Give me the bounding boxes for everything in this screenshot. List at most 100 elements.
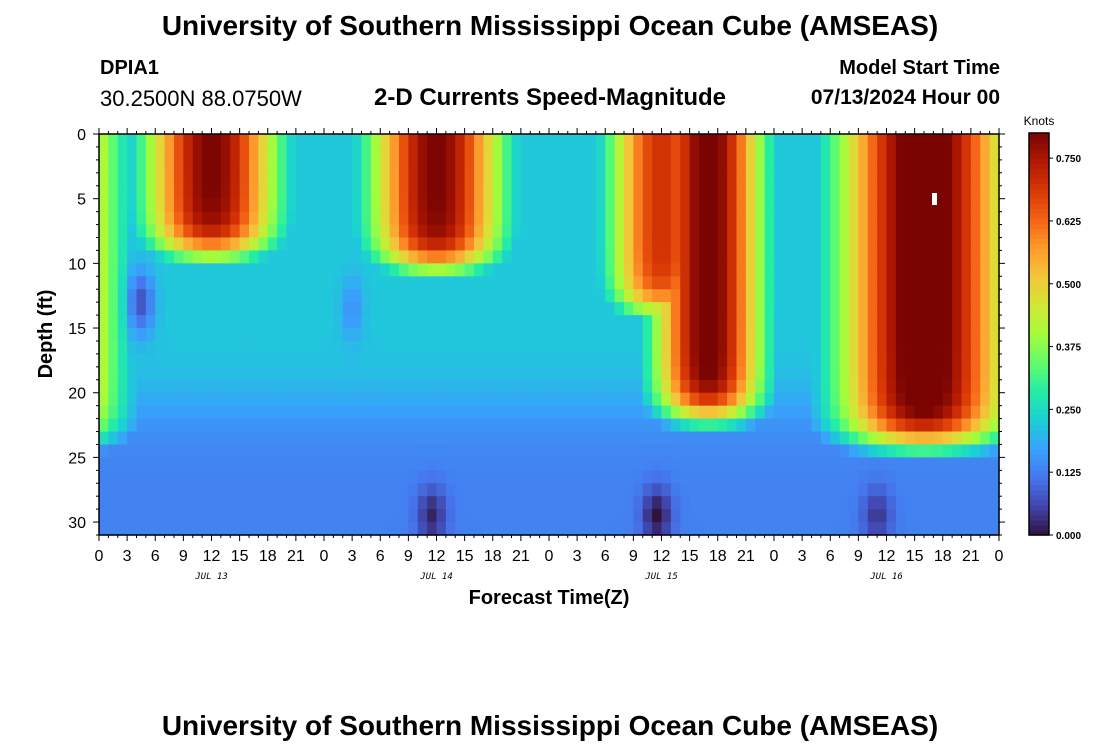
heatmap-cell [192,522,203,536]
heatmap-cell [455,146,466,161]
heatmap-cell [164,134,175,148]
heatmap-cell [249,457,259,471]
heatmap-cell [745,405,756,420]
colorbar-segment [1029,389,1049,395]
heatmap-cell [961,353,972,368]
heatmap-cell [455,289,466,303]
heatmap-cell [924,353,934,368]
heatmap-cell [117,392,128,407]
heatmap-cell [295,340,306,355]
heatmap-cell [389,315,400,329]
heatmap-cell [839,146,850,161]
heatmap-cell [689,328,700,342]
heatmap-cell [99,276,109,290]
heatmap-cell [183,470,194,484]
heatmap-cell [942,470,953,484]
heatmap-cell [192,159,203,174]
heatmap-cell [792,315,803,329]
heatmap-cell [427,224,438,239]
heatmap-cell [942,172,953,187]
heatmap-cell [952,159,963,174]
heatmap-cell [99,444,109,458]
heatmap-cell [464,483,475,497]
heatmap-cell [267,289,278,303]
heatmap-cell [520,470,531,484]
heatmap-cell [427,457,438,471]
heatmap-cell [717,276,728,290]
heatmap-cell [708,379,719,394]
heatmap-cell [858,457,869,471]
heatmap-cell [642,289,653,303]
heatmap-cell [474,522,484,536]
heatmap-cell [952,431,963,446]
heatmap-cell [314,159,325,174]
heatmap-cell [267,185,278,200]
x-tick-label: 0 [95,548,104,565]
heatmap-cell [370,405,381,420]
heatmap-cell [445,315,456,329]
heatmap-cell [839,418,850,433]
heatmap-cell [136,185,147,200]
heatmap-cell [436,457,447,471]
heatmap-cell [174,263,184,277]
heatmap-cell [633,134,644,148]
heatmap-cell [567,392,578,407]
heatmap-cell [858,431,869,446]
heatmap-cell [127,522,138,536]
heatmap-cell [595,146,606,161]
heatmap-cell [295,250,306,264]
heatmap-cell [980,483,991,497]
heatmap-cell [464,509,475,523]
heatmap-cell [952,134,963,148]
heatmap-cell [970,470,981,484]
heatmap-cell [342,250,353,264]
heatmap-cell [699,276,709,290]
heatmap-cell [670,470,681,484]
heatmap-cell [520,522,531,536]
heatmap-cell [249,496,259,510]
heatmap-cell [445,302,456,316]
heatmap-cell [661,146,672,161]
heatmap-cell [970,483,981,497]
heatmap-cell [239,470,250,484]
heatmap-cell [333,418,344,433]
heatmap-cell [980,496,991,510]
heatmap-cell [877,211,888,226]
heatmap-cell [286,263,297,277]
heatmap-cell [792,379,803,394]
heatmap-cell [539,353,550,368]
heatmap-cell [202,159,213,174]
heatmap-cell [389,483,400,497]
heatmap-cell [249,211,259,226]
heatmap-cell [699,198,709,213]
heatmap-cell [145,431,156,446]
heatmap-cell [577,328,588,342]
heatmap-cell [567,159,578,174]
heatmap-cell [117,302,128,316]
heatmap-cell [408,211,419,226]
heatmap-cell [427,146,438,161]
heatmap-cell [783,276,794,290]
heatmap-cell [436,340,447,355]
heatmap-cell [145,444,156,458]
heatmap-cell [727,328,738,342]
heatmap-cell [952,237,963,252]
heatmap-cell [680,224,691,239]
heatmap-cell [511,444,522,458]
heatmap-cell [277,379,288,394]
heatmap-cell [980,134,991,148]
heatmap-cell [220,263,231,277]
heatmap-cell [539,328,550,342]
heatmap-cell [155,302,166,316]
heatmap-cell [642,159,653,174]
heatmap-cell [511,353,522,368]
heatmap-cell [605,289,616,303]
heatmap-cell [220,250,231,264]
heatmap-cell [352,353,363,368]
heatmap-cell [633,522,644,536]
heatmap-cell [708,172,719,187]
heatmap-cell [427,315,438,329]
heatmap-cell [389,211,400,226]
heatmap-cell [108,211,119,226]
heatmap-cell [811,522,822,536]
